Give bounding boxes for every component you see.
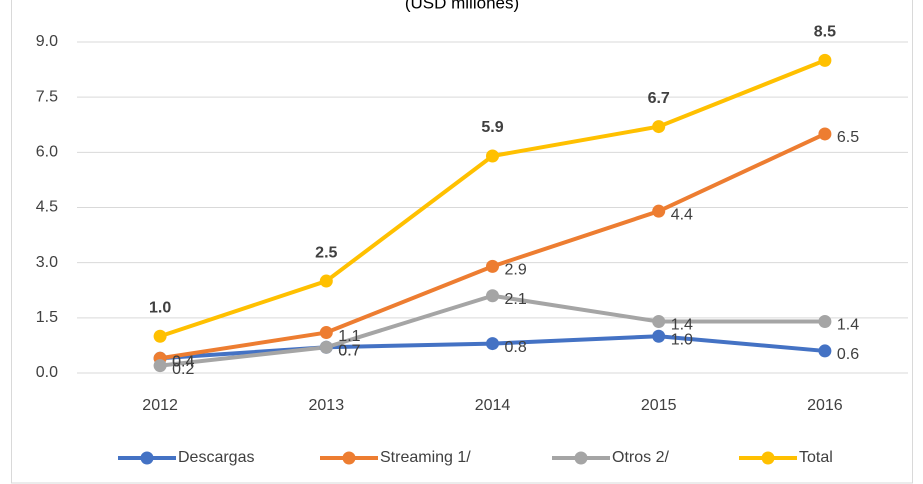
data-label: 0.4: [172, 354, 194, 371]
data-label: 2.5: [315, 244, 337, 261]
series-point: [153, 329, 167, 343]
data-label: 4.4: [671, 206, 693, 223]
data-label: 0.2: [172, 361, 194, 378]
y-tick-label: 0.0: [36, 364, 58, 381]
series-point: [319, 340, 333, 354]
legend-marker: [342, 451, 356, 465]
data-label: 1.0: [149, 299, 171, 316]
legend-marker: [574, 451, 588, 465]
legend-marker: [761, 451, 775, 465]
legend-marker: [140, 451, 154, 465]
series-point: [486, 149, 499, 163]
y-tick-label: 9.0: [36, 33, 58, 50]
series-point: [652, 204, 666, 218]
data-label: 1.1: [338, 328, 360, 345]
series-point: [652, 120, 666, 134]
y-tick-label: 3.0: [36, 254, 58, 271]
data-label: 1.0: [671, 331, 693, 348]
series-point: [652, 315, 666, 329]
data-label: 0.7: [338, 342, 360, 359]
legend-label: Descargas: [178, 449, 254, 466]
x-tick-label: 2015: [641, 397, 677, 414]
series-point: [486, 289, 499, 303]
x-tick-label: 2013: [309, 397, 345, 414]
series-point: [153, 359, 167, 373]
y-tick-label: 6.0: [36, 144, 58, 161]
series-point: [652, 329, 666, 343]
x-tick-label: 2012: [142, 397, 178, 414]
legend-label: Streaming 1/: [380, 449, 471, 466]
y-tick-label: 7.5: [36, 88, 58, 105]
x-tick-label: 2014: [475, 397, 511, 414]
series-point: [818, 315, 832, 329]
series-point: [319, 274, 333, 288]
data-label: 0.7: [338, 342, 360, 359]
data-label: 2.9: [505, 262, 527, 279]
data-label: 6.5: [837, 129, 859, 146]
data-label: 1.4: [671, 317, 693, 334]
series-point: [818, 344, 832, 358]
y-tick-label: 4.5: [36, 199, 58, 216]
chart-frame: [11, 0, 913, 484]
legend-label: Total: [799, 449, 833, 466]
legend-label: Otros 2/: [612, 449, 669, 466]
x-tick-label: 2016: [807, 397, 843, 414]
data-label: 5.9: [481, 119, 503, 136]
y-tick-label: 1.5: [36, 309, 58, 326]
series-point: [486, 259, 499, 273]
data-label: 1.4: [837, 317, 859, 334]
data-label: 6.7: [648, 90, 670, 107]
data-label: 0.6: [837, 346, 859, 363]
series-point: [319, 326, 333, 340]
series-point: [486, 337, 499, 351]
chart-subtitle: (USD millones): [405, 0, 519, 12]
series-point: [818, 53, 832, 67]
data-label: 0.4: [172, 354, 194, 371]
series-point: [818, 127, 832, 141]
data-label: 8.5: [814, 24, 836, 41]
data-label: 0.8: [505, 339, 527, 356]
data-label: 2.1: [505, 291, 527, 308]
